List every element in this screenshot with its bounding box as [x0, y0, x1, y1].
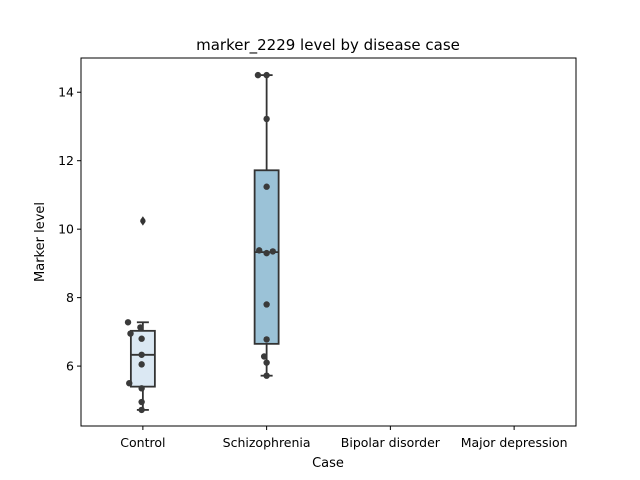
y-tick-label: 8 — [66, 290, 74, 305]
data-point — [138, 398, 145, 406]
chart-title: marker_2229 level by disease case — [196, 36, 460, 55]
data-point — [126, 380, 133, 387]
data-point — [138, 361, 145, 368]
data-point — [124, 319, 132, 326]
data-point — [138, 385, 145, 392]
x-tick-label-control: Control — [120, 435, 165, 450]
data-point — [263, 249, 270, 257]
x-tick-label-bipolar-disorder: Bipolar disorder — [341, 435, 441, 450]
data-point — [263, 372, 270, 379]
x-axis-label: Case — [312, 456, 344, 471]
x-tick-label-schizophrenia: Schizophrenia — [223, 435, 311, 450]
data-point — [263, 115, 270, 123]
data-point — [127, 330, 134, 337]
data-point — [263, 336, 270, 343]
boxes — [129, 74, 280, 411]
data-point — [263, 301, 270, 308]
box-control — [129, 216, 156, 411]
y-tick-label: 6 — [66, 359, 74, 374]
y-tick-label: 14 — [58, 85, 74, 100]
points — [124, 71, 277, 414]
x-tick-label-major-depression: Major depression — [461, 435, 568, 450]
plot-frame — [80, 57, 577, 427]
data-point — [263, 71, 270, 79]
data-point — [138, 335, 145, 342]
y-tick-label: 12 — [58, 153, 74, 168]
data-point — [138, 406, 145, 414]
box-iqr — [253, 169, 280, 345]
y-tick-label: 10 — [58, 222, 74, 237]
data-point — [138, 351, 145, 358]
data-point — [137, 324, 144, 331]
axes: 6 8 10 12 14 Control Schizophrenia Bipolar diso… — [58, 85, 567, 450]
data-point — [263, 183, 270, 190]
data-point — [260, 353, 268, 360]
y-axis-label: Marker level — [33, 202, 48, 282]
data-point — [269, 248, 277, 255]
outlier-marker — [140, 216, 146, 225]
data-point — [256, 247, 263, 254]
data-point — [263, 359, 270, 366]
data-point — [254, 71, 262, 79]
